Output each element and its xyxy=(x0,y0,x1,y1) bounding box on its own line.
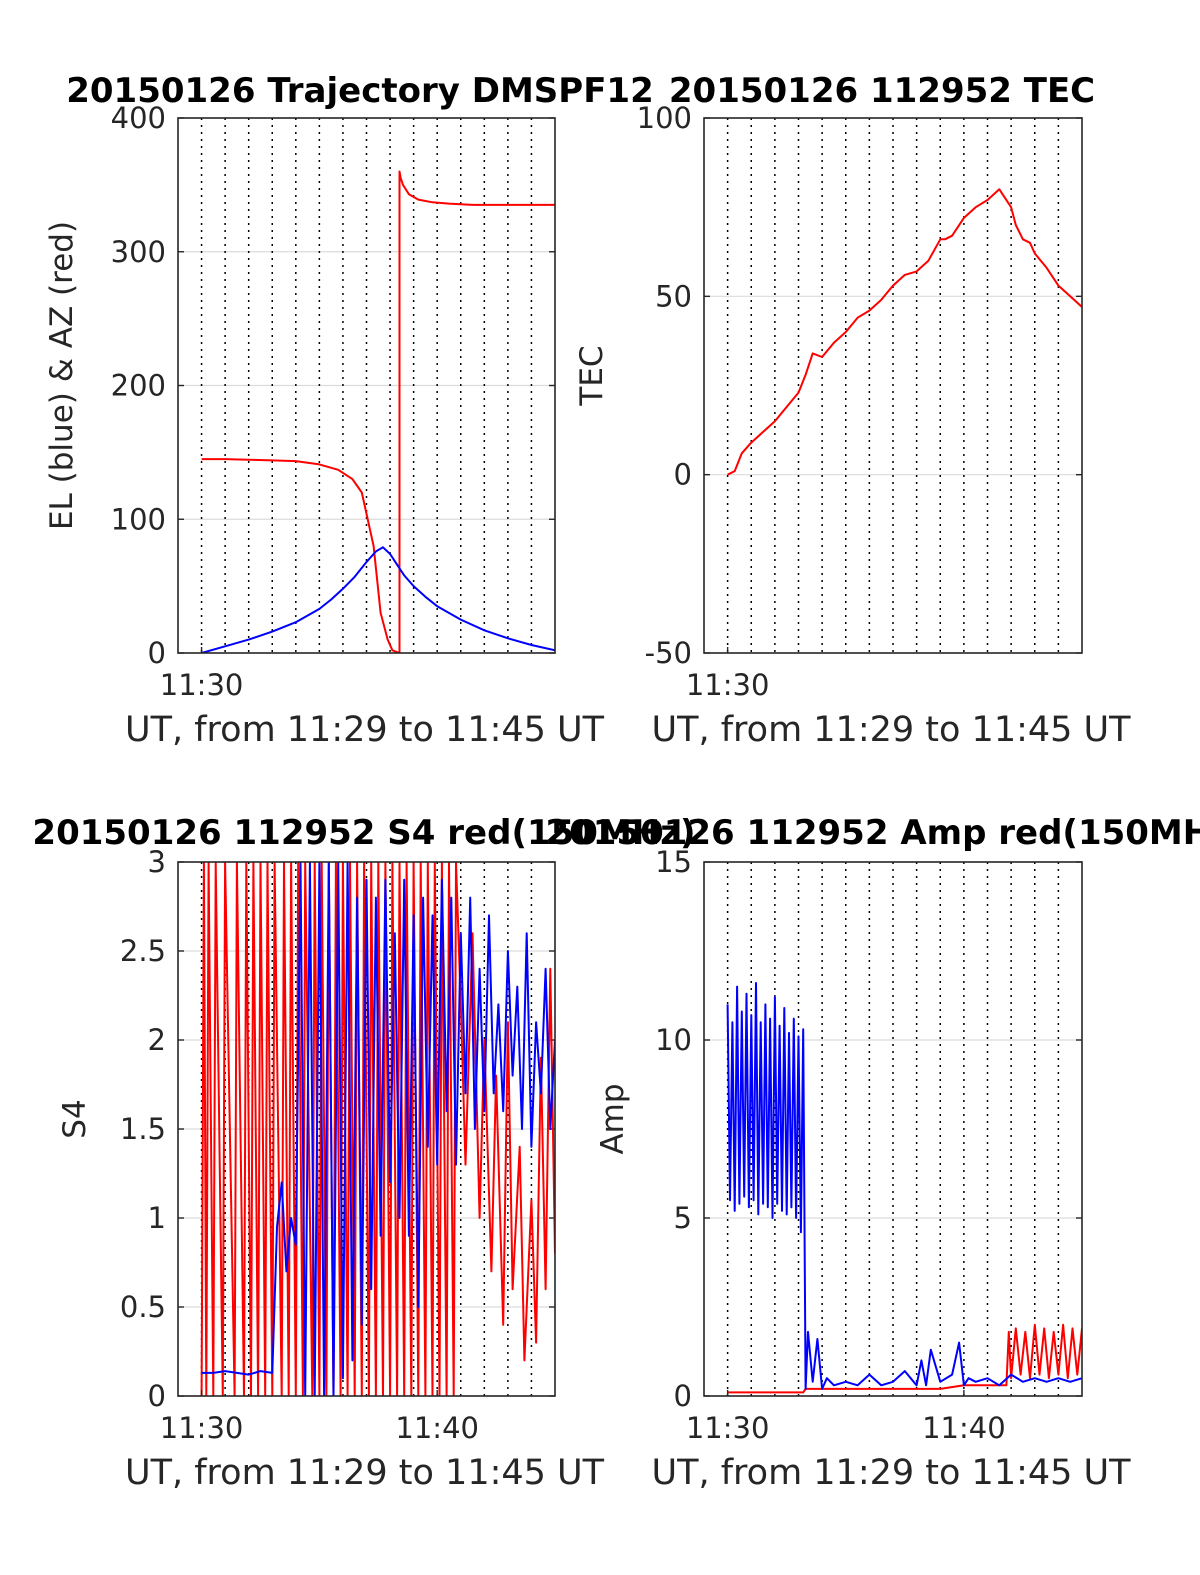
x-tick-label: 11:30 xyxy=(160,1411,244,1445)
x-axis-label: UT, from 11:29 to 11:45 UT xyxy=(651,1453,1131,1493)
y-tick-label: 0 xyxy=(148,636,166,670)
y-axis-label: EL (blue) & AZ (red) xyxy=(44,221,80,530)
series-line-1 xyxy=(727,188,1082,476)
y-tick-label: 1 xyxy=(148,1201,166,1235)
chart-panel-1: 0 100 200 300 400 11:30 20150126 Trajectory DM… xyxy=(44,71,654,750)
axes-box xyxy=(177,861,556,1397)
chart-title: 20150126 112952 S4 red(150MHz) xyxy=(32,813,695,853)
y-tick-label: 100 xyxy=(637,101,692,135)
series-line-1 xyxy=(201,170,555,653)
y-tick-label: 15 xyxy=(655,845,692,879)
y-tick-label: 2 xyxy=(148,1023,166,1057)
y-tick-label: 50 xyxy=(655,279,692,313)
y-tick-label: 0 xyxy=(674,458,692,492)
x-axis-label: UT, from 11:29 to 11:45 UT xyxy=(125,710,605,750)
x-axis-label: UT, from 11:29 to 11:45 UT xyxy=(651,710,1131,750)
chart-panel-2: -50 0 50 100 11:30 20150126 112952 TEC UT, fro… xyxy=(574,71,1131,750)
x-tick-label: 11:30 xyxy=(686,668,770,702)
chart-title: 20150126 Trajectory DMSPF12 xyxy=(66,71,654,111)
chart-title: 20150126 112952 TEC xyxy=(669,71,1095,111)
y-tick-label: 400 xyxy=(111,101,166,135)
y-axis-label: S4 xyxy=(57,1099,93,1138)
x-tick-label: 11:30 xyxy=(686,1411,770,1445)
axes-box xyxy=(703,117,1083,654)
series-line-2 xyxy=(726,982,1082,1390)
y-axis-label: TEC xyxy=(574,345,610,406)
y-tick-label: 1.5 xyxy=(120,1112,166,1146)
y-tick-label: 0.5 xyxy=(120,1290,166,1324)
x-tick-label: 11:40 xyxy=(922,1411,1006,1445)
chart-panel-3: 0 0.5 1 1.5 2 2.5 3 11:30 11:40 20150126 112952 S… xyxy=(32,813,695,1493)
y-tick-label: -50 xyxy=(645,636,692,670)
y-tick-label: 2.5 xyxy=(120,934,166,968)
x-tick-label: 11:30 xyxy=(160,668,244,702)
chart-title: 20150126 112952 Amp red(150MHz) xyxy=(545,813,1200,853)
y-tick-label: 0 xyxy=(148,1379,166,1413)
y-tick-label: 300 xyxy=(111,235,166,269)
y-tick-label: 100 xyxy=(111,502,166,536)
axes-box xyxy=(177,117,556,654)
series-line-1 xyxy=(727,1323,1082,1394)
series-line-2 xyxy=(201,862,555,1396)
y-tick-label: 200 xyxy=(111,369,166,403)
y-tick-label: 5 xyxy=(674,1201,692,1235)
series-line-2 xyxy=(201,546,555,653)
y-axis-label: Amp xyxy=(595,1083,631,1154)
x-tick-label: 11:40 xyxy=(395,1411,479,1445)
y-tick-label: 3 xyxy=(148,845,166,879)
y-tick-label: 10 xyxy=(655,1023,692,1057)
y-tick-label: 0 xyxy=(674,1379,692,1413)
chart-panel-4: 0 5 10 15 11:30 11:40 20150126 112952 Amp red(… xyxy=(545,813,1200,1493)
axes-box xyxy=(703,861,1083,1397)
x-axis-label: UT, from 11:29 to 11:45 UT xyxy=(125,1453,605,1493)
